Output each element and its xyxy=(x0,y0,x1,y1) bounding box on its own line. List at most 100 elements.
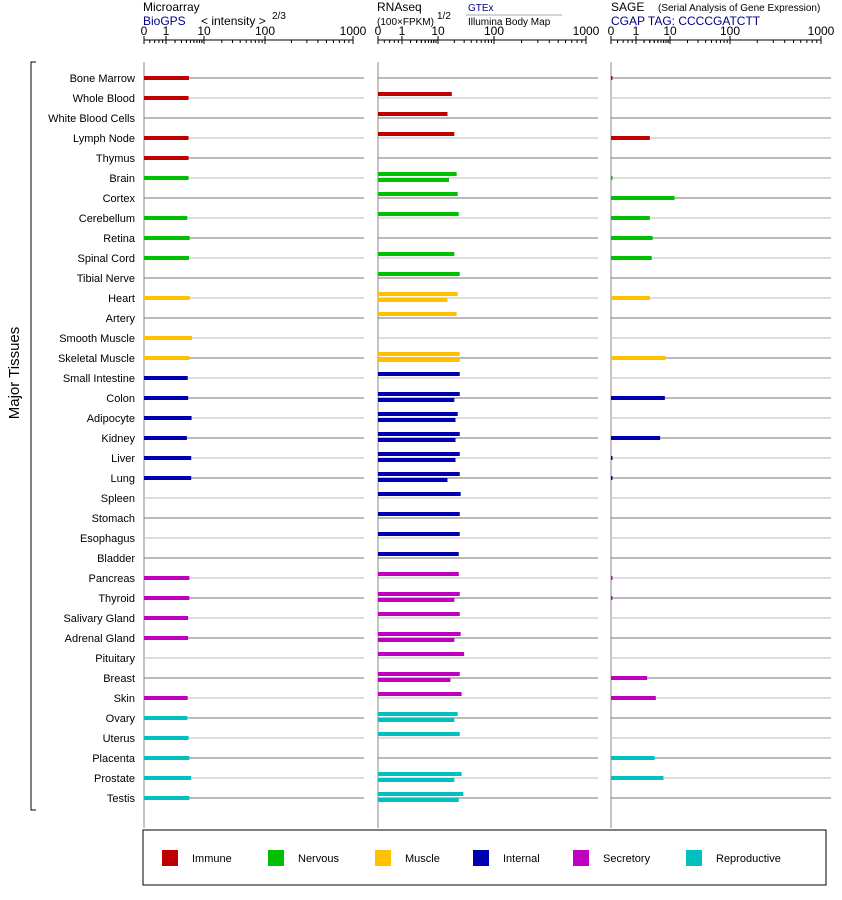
bar xyxy=(378,772,462,776)
bar xyxy=(144,416,192,420)
bar xyxy=(611,576,613,580)
bar xyxy=(378,212,459,216)
bar xyxy=(378,252,455,256)
tissue-label: Tibial Nerve xyxy=(77,273,135,285)
tissue-label: Thymus xyxy=(96,153,136,165)
tissue-label: Pancreas xyxy=(89,573,136,585)
bar xyxy=(378,178,449,182)
x-tick-label: 1000 xyxy=(808,24,835,38)
bar xyxy=(378,372,460,376)
bar xyxy=(144,396,189,400)
tissue-label: White Blood Cells xyxy=(48,113,135,125)
bar xyxy=(378,652,465,656)
tissue-label: Cerebellum xyxy=(79,213,135,225)
bar xyxy=(144,436,187,440)
legend: Immune Nervous Muscle Internal Secretory Repr… xyxy=(162,850,781,866)
tissue-label: Esophagus xyxy=(80,533,136,545)
x-tick-label: 0 xyxy=(375,24,382,38)
tissue-label: Salivary Gland xyxy=(63,613,135,625)
bar xyxy=(378,798,459,802)
bar xyxy=(378,298,448,302)
x-tick-label: 1000 xyxy=(573,24,600,38)
tissue-label: Spleen xyxy=(101,493,135,505)
sage-subtitle: (Serial Analysis of Gene Expression) xyxy=(658,3,820,14)
legend-swatch-internal xyxy=(473,850,489,866)
bar xyxy=(378,678,451,682)
bar xyxy=(144,596,190,600)
bar xyxy=(378,552,459,556)
bar xyxy=(611,176,613,180)
bar xyxy=(378,612,460,616)
tissue-label: Skin xyxy=(114,693,135,705)
sage-tag[interactable]: CGAP TAG: CCCCGATCTT xyxy=(611,14,761,28)
x-tick-label: 1000 xyxy=(340,24,367,38)
bar xyxy=(611,476,613,480)
panel-sage: 0 1 10 100 1000 xyxy=(608,24,835,828)
bar xyxy=(144,256,189,260)
tissue-label: Prostate xyxy=(94,773,135,785)
tissue-label: Kidney xyxy=(101,433,135,445)
bar xyxy=(378,718,455,722)
tissue-label: Artery xyxy=(106,313,136,325)
bar xyxy=(611,696,656,700)
tissue-label: Skeletal Muscle xyxy=(58,353,135,365)
y-axis-label: Major Tissues xyxy=(6,327,23,420)
bar xyxy=(144,796,190,800)
bar xyxy=(144,456,192,460)
bar xyxy=(611,196,675,200)
x-tick-label: 100 xyxy=(255,24,275,38)
bar xyxy=(611,76,613,80)
bar xyxy=(144,76,189,80)
bar xyxy=(144,696,188,700)
tissue-label: Uterus xyxy=(103,733,136,745)
bar xyxy=(378,792,464,796)
tissue-label: Colon xyxy=(106,393,135,405)
x-tick-label: 10 xyxy=(431,24,445,38)
bar xyxy=(378,192,458,196)
legend-box xyxy=(142,829,827,886)
legend-swatch-immune xyxy=(162,850,178,866)
tissue-label: Testis xyxy=(107,793,136,805)
tissue-labels: Bone Marrow Whole Blood White Blood Cells L… xyxy=(48,73,136,805)
bar xyxy=(144,376,188,380)
tissue-label: Lymph Node xyxy=(73,133,135,145)
bar xyxy=(378,532,460,536)
bar xyxy=(378,572,459,576)
tissue-label: Adrenal Gland xyxy=(65,633,135,645)
bar xyxy=(378,92,452,96)
tissue-label: Smooth Muscle xyxy=(59,333,135,345)
bar xyxy=(144,96,189,100)
rnaseq-exponent: 1/2 xyxy=(437,11,451,22)
tissue-label: Liver xyxy=(111,453,135,465)
bar xyxy=(611,456,613,460)
bar xyxy=(378,712,458,716)
legend-swatch-secretory xyxy=(573,850,589,866)
bar xyxy=(144,296,190,300)
bar xyxy=(144,736,189,740)
bar xyxy=(144,136,189,140)
bar xyxy=(144,776,192,780)
bar xyxy=(378,112,448,116)
rnaseq-source-gtex[interactable]: GTEx xyxy=(468,3,494,14)
panel-microarray: 0 1 10 100 1000 xyxy=(141,24,367,828)
microarray-source[interactable]: BioGPS xyxy=(143,14,186,28)
bar xyxy=(144,476,192,480)
bar xyxy=(378,272,460,276)
legend-label-reproductive: Reproductive xyxy=(716,853,781,865)
bar xyxy=(378,292,458,296)
bar xyxy=(378,352,460,356)
tissue-label: Bladder xyxy=(97,553,135,565)
bar xyxy=(611,396,665,400)
bar xyxy=(144,716,188,720)
bar xyxy=(378,418,456,422)
legend-swatch-muscle xyxy=(375,850,391,866)
bar xyxy=(378,492,461,496)
bar xyxy=(144,616,189,620)
bar xyxy=(611,676,648,680)
bar xyxy=(144,756,190,760)
y-axis-bracket xyxy=(30,61,36,811)
bar xyxy=(144,576,190,580)
bar xyxy=(378,312,457,316)
bar xyxy=(378,638,455,642)
bar xyxy=(378,778,455,782)
